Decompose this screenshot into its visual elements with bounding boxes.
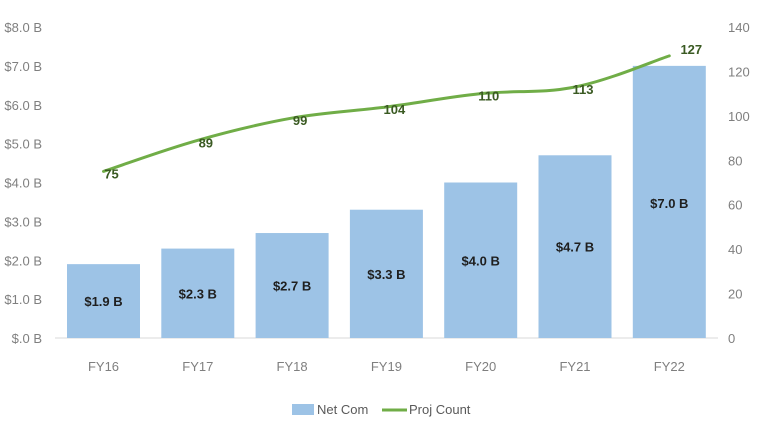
right-axis-tick: 120 bbox=[728, 64, 750, 79]
right-axis-tick: 40 bbox=[728, 242, 742, 257]
bar-fy16 bbox=[67, 264, 140, 338]
left-axis-tick: $8.0 B bbox=[4, 20, 42, 35]
right-axis-tick: 60 bbox=[728, 198, 742, 213]
line-value-label: 127 bbox=[680, 42, 702, 57]
x-axis-tick: FY16 bbox=[88, 359, 119, 374]
right-axis-tick: 20 bbox=[728, 287, 742, 302]
bar-value-label: $3.3 B bbox=[367, 267, 405, 282]
proj-count-labels: 75 89 99 104 110 113 127 bbox=[104, 42, 702, 182]
x-axis-tick: FY20 bbox=[465, 359, 496, 374]
line-value-label: 75 bbox=[104, 166, 118, 181]
left-axis-tick: $2.0 B bbox=[4, 253, 42, 268]
right-axis-tick: 100 bbox=[728, 109, 750, 124]
net-com-bars: $1.9 B $2.3 B $2.7 B $3.3 B $4.0 B $4.7 B $7.0… bbox=[67, 65, 706, 338]
bar-value-label: $2.7 B bbox=[273, 279, 311, 294]
x-axis-tick: FY22 bbox=[654, 359, 685, 374]
bar-fy18 bbox=[255, 233, 329, 338]
x-axis: FY16 FY17 FY18 FY19 FY20 FY21 FY22 bbox=[88, 359, 685, 374]
left-axis-tick: $3.0 B bbox=[4, 214, 42, 229]
left-axis-tick: $7.0 B bbox=[4, 59, 42, 74]
x-axis-tick: FY17 bbox=[182, 359, 213, 374]
bar-fy20 bbox=[444, 182, 518, 338]
bar-value-label: $7.0 B bbox=[650, 196, 688, 211]
right-axis-tick: 140 bbox=[728, 20, 750, 35]
bar-value-label: $4.0 B bbox=[462, 253, 500, 268]
x-axis-tick: FY18 bbox=[277, 359, 308, 374]
left-axis-tick: $4.0 B bbox=[4, 176, 42, 191]
line-value-label: 104 bbox=[384, 102, 406, 117]
line-value-label: 99 bbox=[293, 113, 307, 128]
bar-value-label: $2.3 B bbox=[179, 286, 217, 301]
bar-fy17 bbox=[161, 248, 235, 338]
proj-count-line bbox=[102, 54, 671, 173]
left-axis-tick: $5.0 B bbox=[4, 137, 42, 152]
bar-fy21 bbox=[538, 155, 612, 338]
bar-value-label: $1.9 B bbox=[84, 294, 122, 309]
legend-swatch-net-com bbox=[292, 404, 314, 415]
left-axis-tick: $6.0 B bbox=[4, 98, 42, 113]
line-value-label: 113 bbox=[573, 82, 594, 97]
right-axis-tick: 80 bbox=[728, 153, 742, 168]
line-value-label: 89 bbox=[199, 135, 213, 150]
line-value-label: 110 bbox=[478, 89, 499, 104]
left-axis-tick: $.0 B bbox=[12, 331, 42, 346]
right-y-axis: 140 120 100 80 60 40 20 0 bbox=[728, 20, 750, 346]
left-y-axis: $8.0 B $7.0 B $6.0 B $5.0 B $4.0 B $3.0 B $2.0… bbox=[4, 20, 42, 346]
left-axis-tick: $1.0 B bbox=[4, 292, 42, 307]
legend-label-proj-count: Proj Count bbox=[409, 402, 471, 417]
bar-fy19 bbox=[349, 209, 423, 338]
bar-fy22 bbox=[632, 65, 706, 338]
bar-value-label: $4.7 B bbox=[556, 240, 594, 255]
right-axis-tick: 0 bbox=[728, 331, 735, 346]
x-axis-tick: FY21 bbox=[559, 359, 590, 374]
legend: Net Com Proj Count bbox=[292, 402, 471, 417]
x-axis-tick: FY19 bbox=[371, 359, 402, 374]
legend-label-net-com: Net Com bbox=[317, 402, 368, 417]
